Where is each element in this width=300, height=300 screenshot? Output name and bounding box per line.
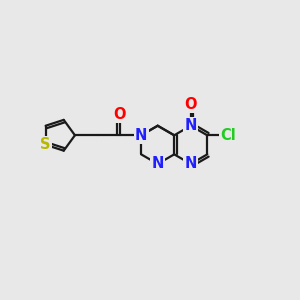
Text: O: O (114, 106, 126, 122)
Text: O: O (184, 97, 197, 112)
Text: S: S (40, 137, 51, 152)
Text: N: N (135, 128, 147, 143)
Text: N: N (184, 156, 197, 171)
Text: N: N (184, 118, 197, 133)
Text: Cl: Cl (220, 128, 236, 143)
Text: N: N (152, 156, 164, 171)
